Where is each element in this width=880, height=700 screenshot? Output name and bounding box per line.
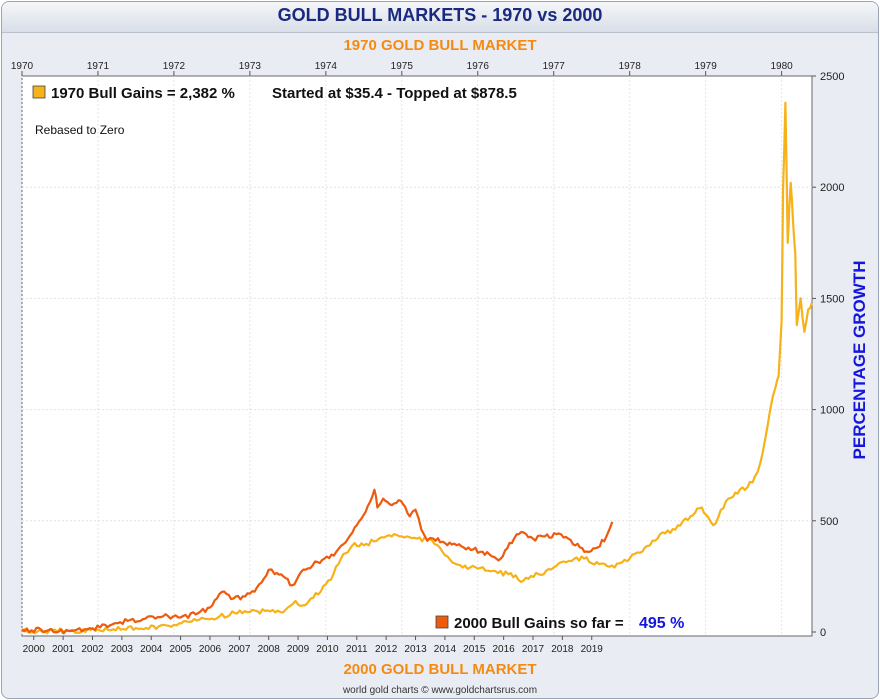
legend-swatch-2000 [435, 615, 449, 629]
top-x-tick-label: 1980 [770, 61, 793, 72]
top-x-tick-label: 1975 [391, 61, 414, 72]
top-x-tick-layer: 1970 1971 1972 1973 1974 1975 1976 1977 1978 1979… [11, 61, 793, 76]
bottom-x-tick-label: 2011 [346, 644, 368, 655]
y-tick-label: 500 [820, 516, 838, 528]
bottom-x-tick-label: 2017 [522, 644, 545, 655]
bottom-x-tick-label: 2007 [228, 644, 251, 655]
top-x-tick-label: 1979 [695, 61, 718, 72]
y-tick-layer: 0 500 1000 1500 2000 2500 [812, 71, 844, 639]
rebased-note: Rebased to Zero [35, 123, 125, 137]
bottom-x-tick-label: 2000 [23, 644, 46, 655]
y-tick-label: 1000 [820, 405, 844, 417]
bottom-x-tick-label: 2005 [169, 644, 192, 655]
title-band [2, 2, 878, 33]
legend-value-2000: 495 % [639, 615, 684, 632]
legend-label-2000: 2000 Bull Gains so far = [454, 615, 624, 632]
bottom-x-tick-label: 2019 [581, 644, 604, 655]
grid-layer [21, 76, 812, 636]
bottom-x-tick-label: 2003 [111, 644, 134, 655]
bottom-x-tick-label: 2018 [551, 644, 574, 655]
series-line-1970 [21, 101, 814, 635]
top-x-tick-label: 1972 [163, 61, 186, 72]
top-x-tick-label: 1976 [467, 61, 490, 72]
bottom-x-tick-label: 2015 [463, 644, 486, 655]
bottom-x-tick-label: 2001 [52, 644, 75, 655]
bottom-axis-title: 2000 GOLD BULL MARKET [343, 661, 537, 678]
legend-note-1970: Started at $35.4 - Topped at $878.5 [272, 85, 517, 102]
top-axis-title: 1970 GOLD BULL MARKET [343, 37, 537, 54]
top-x-tick-label: 1973 [239, 61, 262, 72]
y-axis-label: PERCENTAGE GROWTH [850, 261, 869, 460]
bottom-x-tick-label: 2013 [404, 644, 427, 655]
bottom-x-tick-label: 2006 [199, 644, 222, 655]
top-x-tick-label: 1974 [315, 61, 338, 72]
bottom-x-tick-label: 2014 [434, 644, 457, 655]
chart-title: GOLD BULL MARKETS - 1970 vs 2000 [277, 5, 603, 25]
plot-area [21, 75, 813, 637]
y-tick-label: 2000 [820, 182, 844, 194]
top-x-tick-label: 1978 [619, 61, 642, 72]
bottom-x-tick-label: 2016 [493, 644, 516, 655]
bottom-x-tick-layer: 2000 2001 2002 2003 2004 2005 2006 2007 2008 2009… [23, 636, 604, 655]
top-x-tick-label: 1971 [87, 61, 110, 72]
bottom-x-tick-label: 2012 [375, 644, 398, 655]
series-layer [21, 101, 814, 635]
bottom-x-tick-label: 2009 [287, 644, 310, 655]
legend-label-1970: 1970 Bull Gains = 2,382 % [51, 85, 235, 102]
bottom-x-tick-label: 2002 [81, 644, 104, 655]
y-tick-label: 0 [820, 627, 826, 639]
credit-text: world gold charts © www.goldchartsrus.co… [342, 685, 538, 696]
top-x-tick-label: 1977 [543, 61, 566, 72]
top-x-tick-label: 1970 [11, 61, 34, 72]
legend-swatch-1970 [32, 85, 46, 99]
y-tick-label: 2500 [820, 71, 844, 83]
bottom-x-tick-label: 2010 [316, 644, 339, 655]
series-line-2000 [21, 488, 614, 635]
y-tick-label: 1500 [820, 293, 844, 305]
bottom-x-tick-label: 2008 [258, 644, 281, 655]
bottom-x-tick-label: 2004 [140, 644, 163, 655]
